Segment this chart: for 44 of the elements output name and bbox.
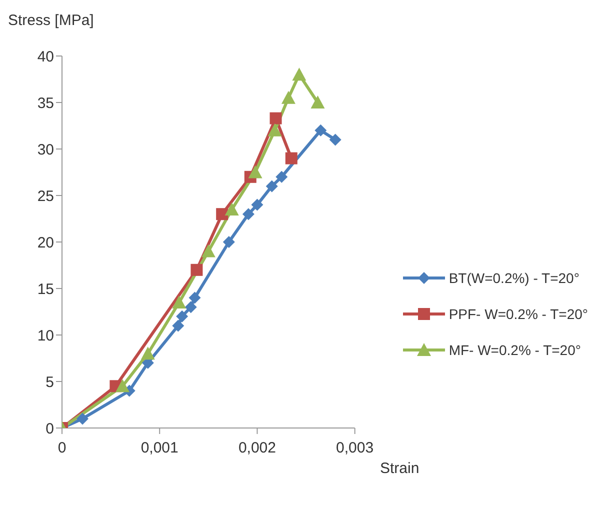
point [222, 236, 235, 248]
point [292, 68, 306, 81]
y-tick-label: 15 [37, 280, 54, 298]
point [188, 292, 201, 304]
y-tick-label: 30 [37, 141, 54, 158]
point [172, 320, 184, 332]
point [276, 170, 288, 183]
y-tick-label: 0 [46, 420, 54, 438]
point [201, 244, 216, 258]
y-tick-label: 40 [37, 48, 54, 66]
point [176, 310, 188, 322]
point [184, 301, 197, 314]
point [242, 208, 254, 220]
point [251, 198, 264, 211]
point [329, 134, 342, 146]
y-axis-title: Stress [MPa] [8, 12, 94, 29]
point [116, 379, 130, 392]
legend-label: PPF- W=0.2% - T=20° [448, 306, 588, 322]
point [140, 346, 155, 360]
legend-label: BT(W=0.2%) - T=20° [448, 270, 580, 286]
point [285, 152, 298, 164]
x-tick-label: 0,001 [140, 440, 178, 457]
point [224, 202, 239, 216]
point [190, 264, 203, 276]
point [248, 165, 262, 178]
point [314, 124, 327, 136]
y-tick-label: 10 [37, 327, 54, 344]
x-tick-label: 0,002 [238, 440, 276, 457]
y-tick-label: 20 [37, 234, 54, 252]
point [216, 208, 228, 220]
x-tick-label: 0,003 [336, 440, 374, 457]
x-axis-title: Strain [380, 460, 420, 477]
legend-label: MF- W=0.2% - T=20° [448, 342, 581, 358]
x-tick-label: 0 [58, 440, 66, 457]
point [266, 180, 278, 192]
y-tick-label: 5 [46, 374, 54, 391]
point [268, 123, 282, 136]
point [76, 412, 88, 425]
point [281, 90, 296, 104]
y-tick-label: 35 [37, 94, 54, 112]
point [270, 112, 282, 124]
y-tick-label: 25 [37, 188, 54, 205]
point [172, 295, 186, 308]
point [310, 96, 325, 108]
